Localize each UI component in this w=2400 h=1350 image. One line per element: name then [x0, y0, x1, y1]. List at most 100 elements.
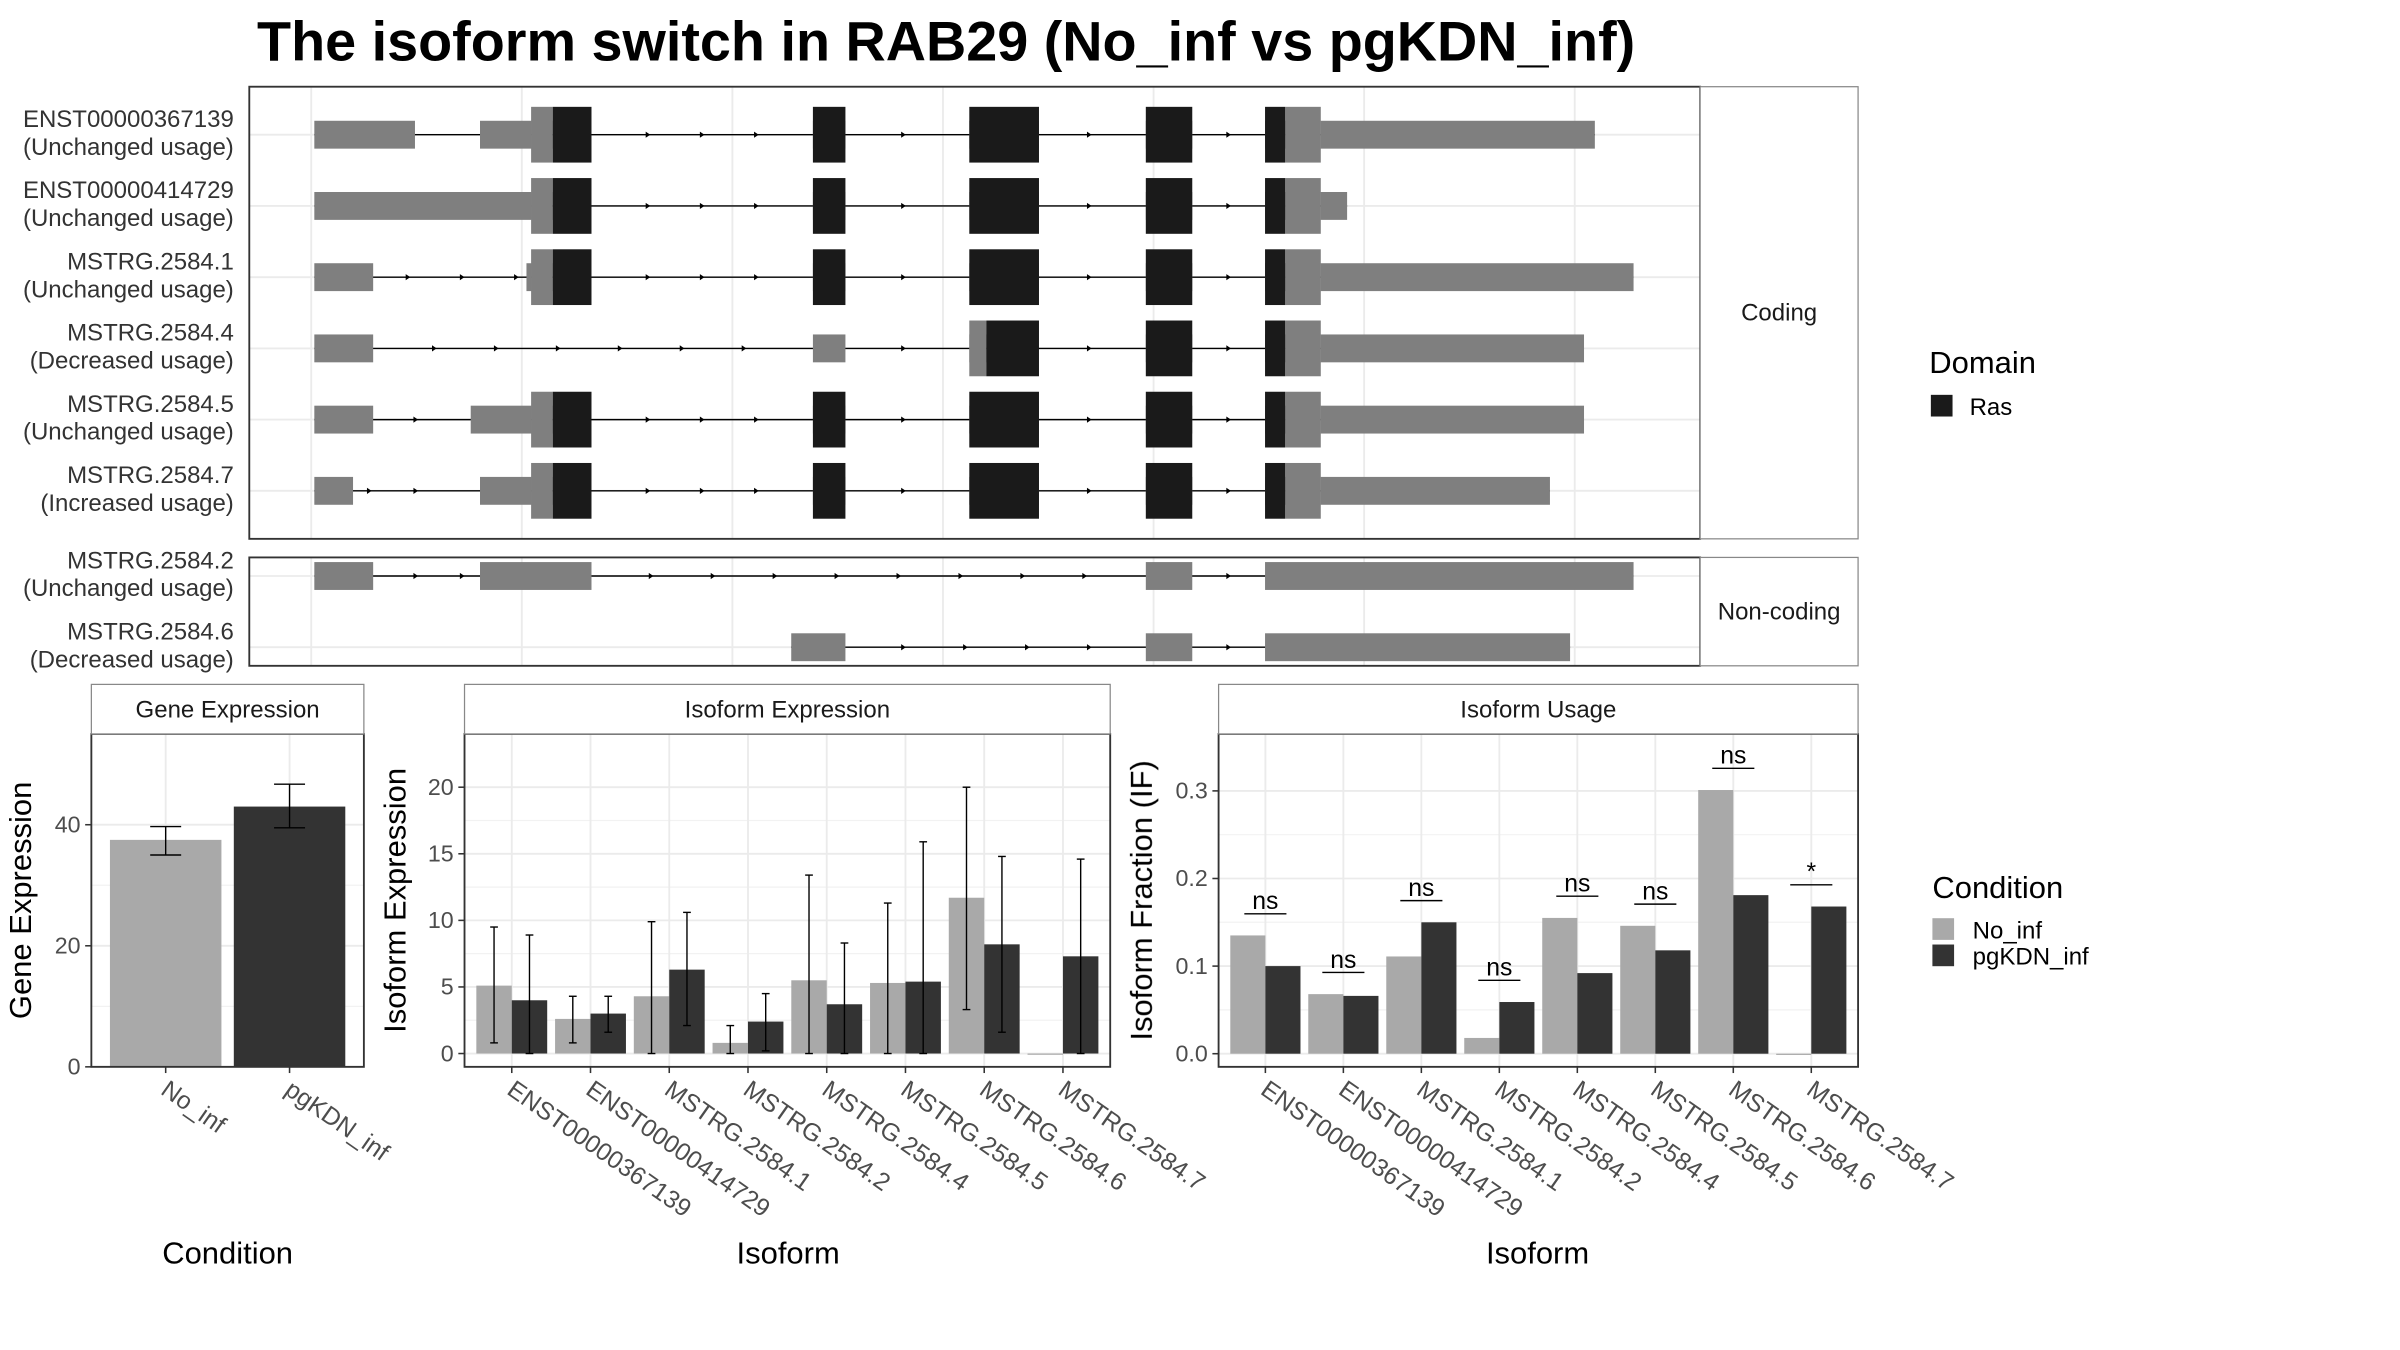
intron-arrow [405, 274, 411, 281]
bar [1308, 994, 1344, 1054]
y-tick-label: 20 [428, 774, 454, 800]
cds-exon [1285, 391, 1321, 448]
domain-exon [1265, 462, 1286, 519]
domain-exon [1265, 320, 1286, 377]
transcript-usage-label: (Unchanged usage) [23, 575, 234, 602]
cds-exon [531, 178, 553, 234]
y-tick-label: 10 [428, 907, 454, 933]
facet-strip [1217, 683, 1859, 735]
facet-strip-label: Isoform Usage [1460, 697, 1616, 724]
domain-exon [812, 178, 846, 234]
exon [1145, 633, 1193, 662]
facet-strip-label: Coding [1741, 300, 1817, 327]
domain-exon [969, 462, 1039, 519]
y-tick-label: 0 [68, 1054, 81, 1080]
exon [1320, 263, 1634, 292]
facet-strip-label: Isoform Expression [685, 697, 890, 724]
intron-arrow [1226, 274, 1231, 281]
x-axis-title: Condition [162, 1235, 293, 1270]
intron-arrow [1025, 644, 1030, 651]
intron-arrow [772, 572, 778, 580]
intron-arrow [648, 572, 654, 580]
intron-arrow [699, 274, 705, 281]
bar [1733, 895, 1769, 1054]
bar [1343, 995, 1379, 1054]
intron-arrow [754, 131, 759, 138]
y-tick-label: 0 [441, 1040, 454, 1066]
transcript-label: MSTRG.2584.7 [67, 462, 234, 489]
cds-exon [531, 249, 553, 306]
domain-exon [969, 249, 1039, 306]
intron-arrow [1086, 274, 1092, 281]
intron-arrow [1226, 416, 1231, 423]
exon [1145, 562, 1193, 590]
intron-arrow [963, 644, 968, 651]
intron-arrow [432, 345, 437, 352]
intron-arrow [754, 202, 759, 210]
cds-exon [1285, 249, 1321, 306]
legend-label: No_inf [1973, 917, 2043, 944]
intron-arrow [834, 572, 840, 580]
y-axis-title: Gene Expression [3, 782, 38, 1019]
intron-arrow [413, 416, 419, 423]
facet-strip-label: Gene Expression [136, 697, 320, 724]
figure-title: The isoform switch in RAB29 (No_inf vs p… [257, 9, 1636, 73]
bar [1776, 1053, 1812, 1055]
transcript-usage-label: (Increased usage) [40, 490, 233, 517]
intron-arrow [493, 345, 499, 352]
domain-exon [812, 462, 846, 519]
exon [791, 633, 846, 662]
bar [1464, 1037, 1500, 1054]
domain-exon [1265, 178, 1286, 234]
bar [1265, 966, 1301, 1054]
intron-arrow [901, 274, 906, 281]
transcript-label: MSTRG.2584.1 [67, 248, 234, 275]
cds-exon [969, 320, 987, 377]
intron-arrow [413, 572, 419, 580]
intron-arrow [1086, 644, 1092, 651]
domain-exon [969, 391, 1039, 448]
facet-strip [1699, 86, 1859, 540]
transcript-usage-label: (Unchanged usage) [23, 134, 234, 161]
cds-exon [1285, 462, 1321, 519]
exon [1320, 476, 1550, 505]
domain-exon [1265, 249, 1286, 306]
intron-arrow [645, 487, 651, 494]
significance-label: ns [1330, 947, 1356, 974]
exon [314, 476, 354, 505]
cds-exon [1285, 106, 1321, 163]
intron-arrow [1086, 487, 1092, 494]
intron-arrow [1226, 487, 1231, 494]
exon [1320, 405, 1585, 434]
intron-arrow [514, 274, 519, 281]
exon [812, 334, 846, 363]
y-tick-label: 0.1 [1175, 953, 1207, 979]
significance-label: ns [1252, 888, 1278, 915]
legend-label: pgKDN_inf [1973, 944, 2089, 971]
intron-arrow [459, 572, 465, 580]
bar [1698, 790, 1734, 1054]
y-tick-label: 40 [55, 811, 81, 837]
exon [1320, 334, 1585, 363]
legend-key [1932, 944, 1955, 967]
legend-key [1932, 918, 1955, 940]
intron-arrow [459, 274, 465, 281]
intron-arrow [699, 487, 705, 494]
bar [1811, 906, 1847, 1054]
bar [1386, 956, 1422, 1054]
transcript-usage-label: (Decreased usage) [30, 646, 234, 673]
exon [314, 120, 415, 149]
intron-arrow [901, 487, 906, 494]
intron-arrow [754, 416, 759, 423]
exon [1320, 192, 1348, 220]
x-tick-label: pgKDN_inf [280, 1076, 394, 1167]
intron-arrow [1226, 202, 1231, 210]
y-tick-label: 15 [428, 841, 454, 867]
legend-label: Ras [1970, 394, 2013, 421]
intron-arrow [901, 644, 906, 651]
x-axis-title: Isoform [737, 1235, 840, 1270]
exon [314, 405, 374, 434]
intron-arrow [754, 487, 759, 494]
x-tick-label: No_inf [156, 1076, 230, 1139]
